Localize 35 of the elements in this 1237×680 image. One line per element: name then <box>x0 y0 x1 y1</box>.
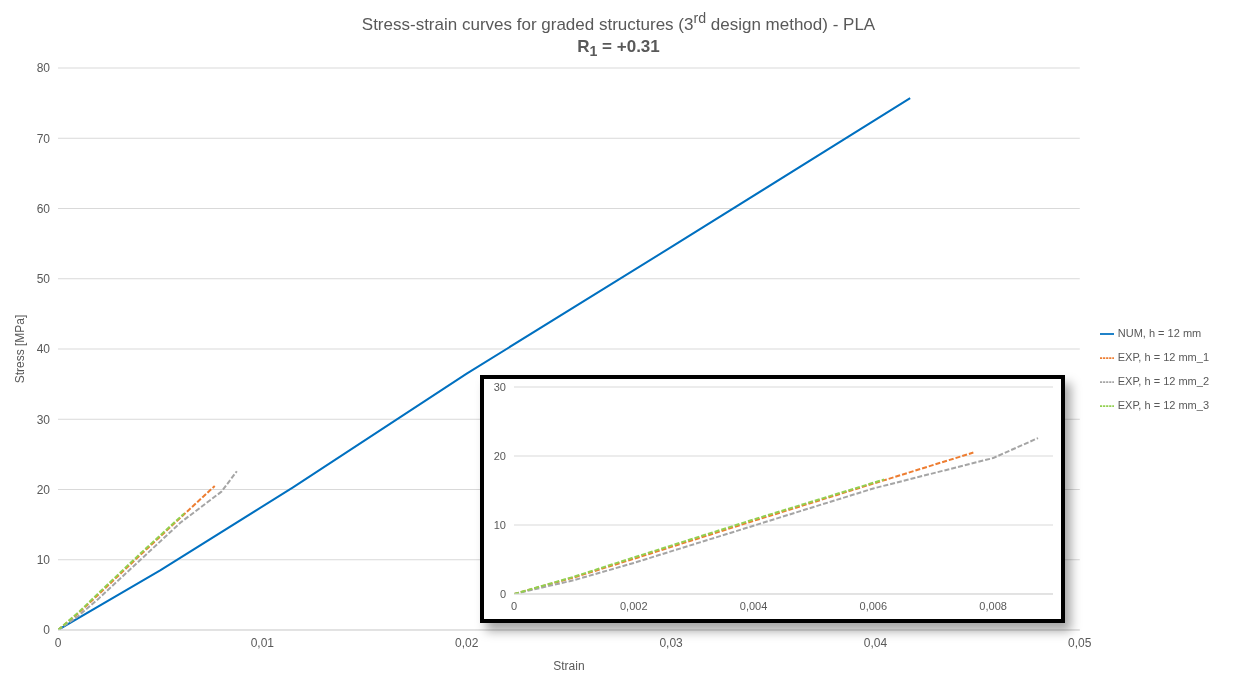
y-tick-label: 80 <box>36 61 51 76</box>
x-tick-label: 0,03 <box>659 635 684 650</box>
y-tick-label: 10 <box>493 518 506 531</box>
line-series <box>58 470 238 630</box>
y-tick-label: 50 <box>36 272 51 287</box>
x-tick-label: 0,002 <box>620 599 648 612</box>
y-tick-label: 70 <box>36 131 51 146</box>
y-tick-label: 0 <box>499 587 506 600</box>
legend-label: EXP, h = 12 mm_2 <box>1117 375 1209 387</box>
x-tick-label: 0,05 <box>1068 635 1092 650</box>
x-tick-label: 0,01 <box>250 635 275 650</box>
x-axis-title: Strain <box>553 659 585 673</box>
x-tick-label: 0,006 <box>859 599 888 612</box>
y-tick-label: 40 <box>36 342 51 357</box>
x-tick-label: 0,004 <box>739 599 768 612</box>
x-tick-label: 0 <box>510 599 518 612</box>
legend-label: EXP, h = 12 mm_1 <box>1117 351 1209 363</box>
line-series <box>58 512 186 630</box>
chart-subtitle: R$_{1}$ = +0.31 <box>576 36 661 60</box>
x-tick-label: 0,02 <box>455 635 479 650</box>
y-tick-label: 60 <box>36 201 51 216</box>
chart-title: Stress-strain curves for graded structures (3$^{rd}$ design method) - PLA <box>360 10 877 35</box>
y-tick-label: 30 <box>493 380 506 393</box>
y-tick-label: 20 <box>493 449 506 462</box>
line-series <box>514 478 886 594</box>
x-tick-label: 0,008 <box>979 599 1007 612</box>
legend-label: NUM, h = 12 mm <box>1117 327 1202 339</box>
y-tick-label: 20 <box>36 482 51 497</box>
x-tick-label: 0 <box>54 635 62 650</box>
legend-label: EXP, h = 12 mm_3 <box>1117 399 1209 411</box>
y-axis-title: Stress [MPa] <box>13 314 28 384</box>
y-tick-label: 30 <box>36 412 51 427</box>
y-tick-label: 10 <box>36 553 51 568</box>
x-tick-label: 0,04 <box>863 635 888 650</box>
y-tick-label: 0 <box>43 623 51 638</box>
